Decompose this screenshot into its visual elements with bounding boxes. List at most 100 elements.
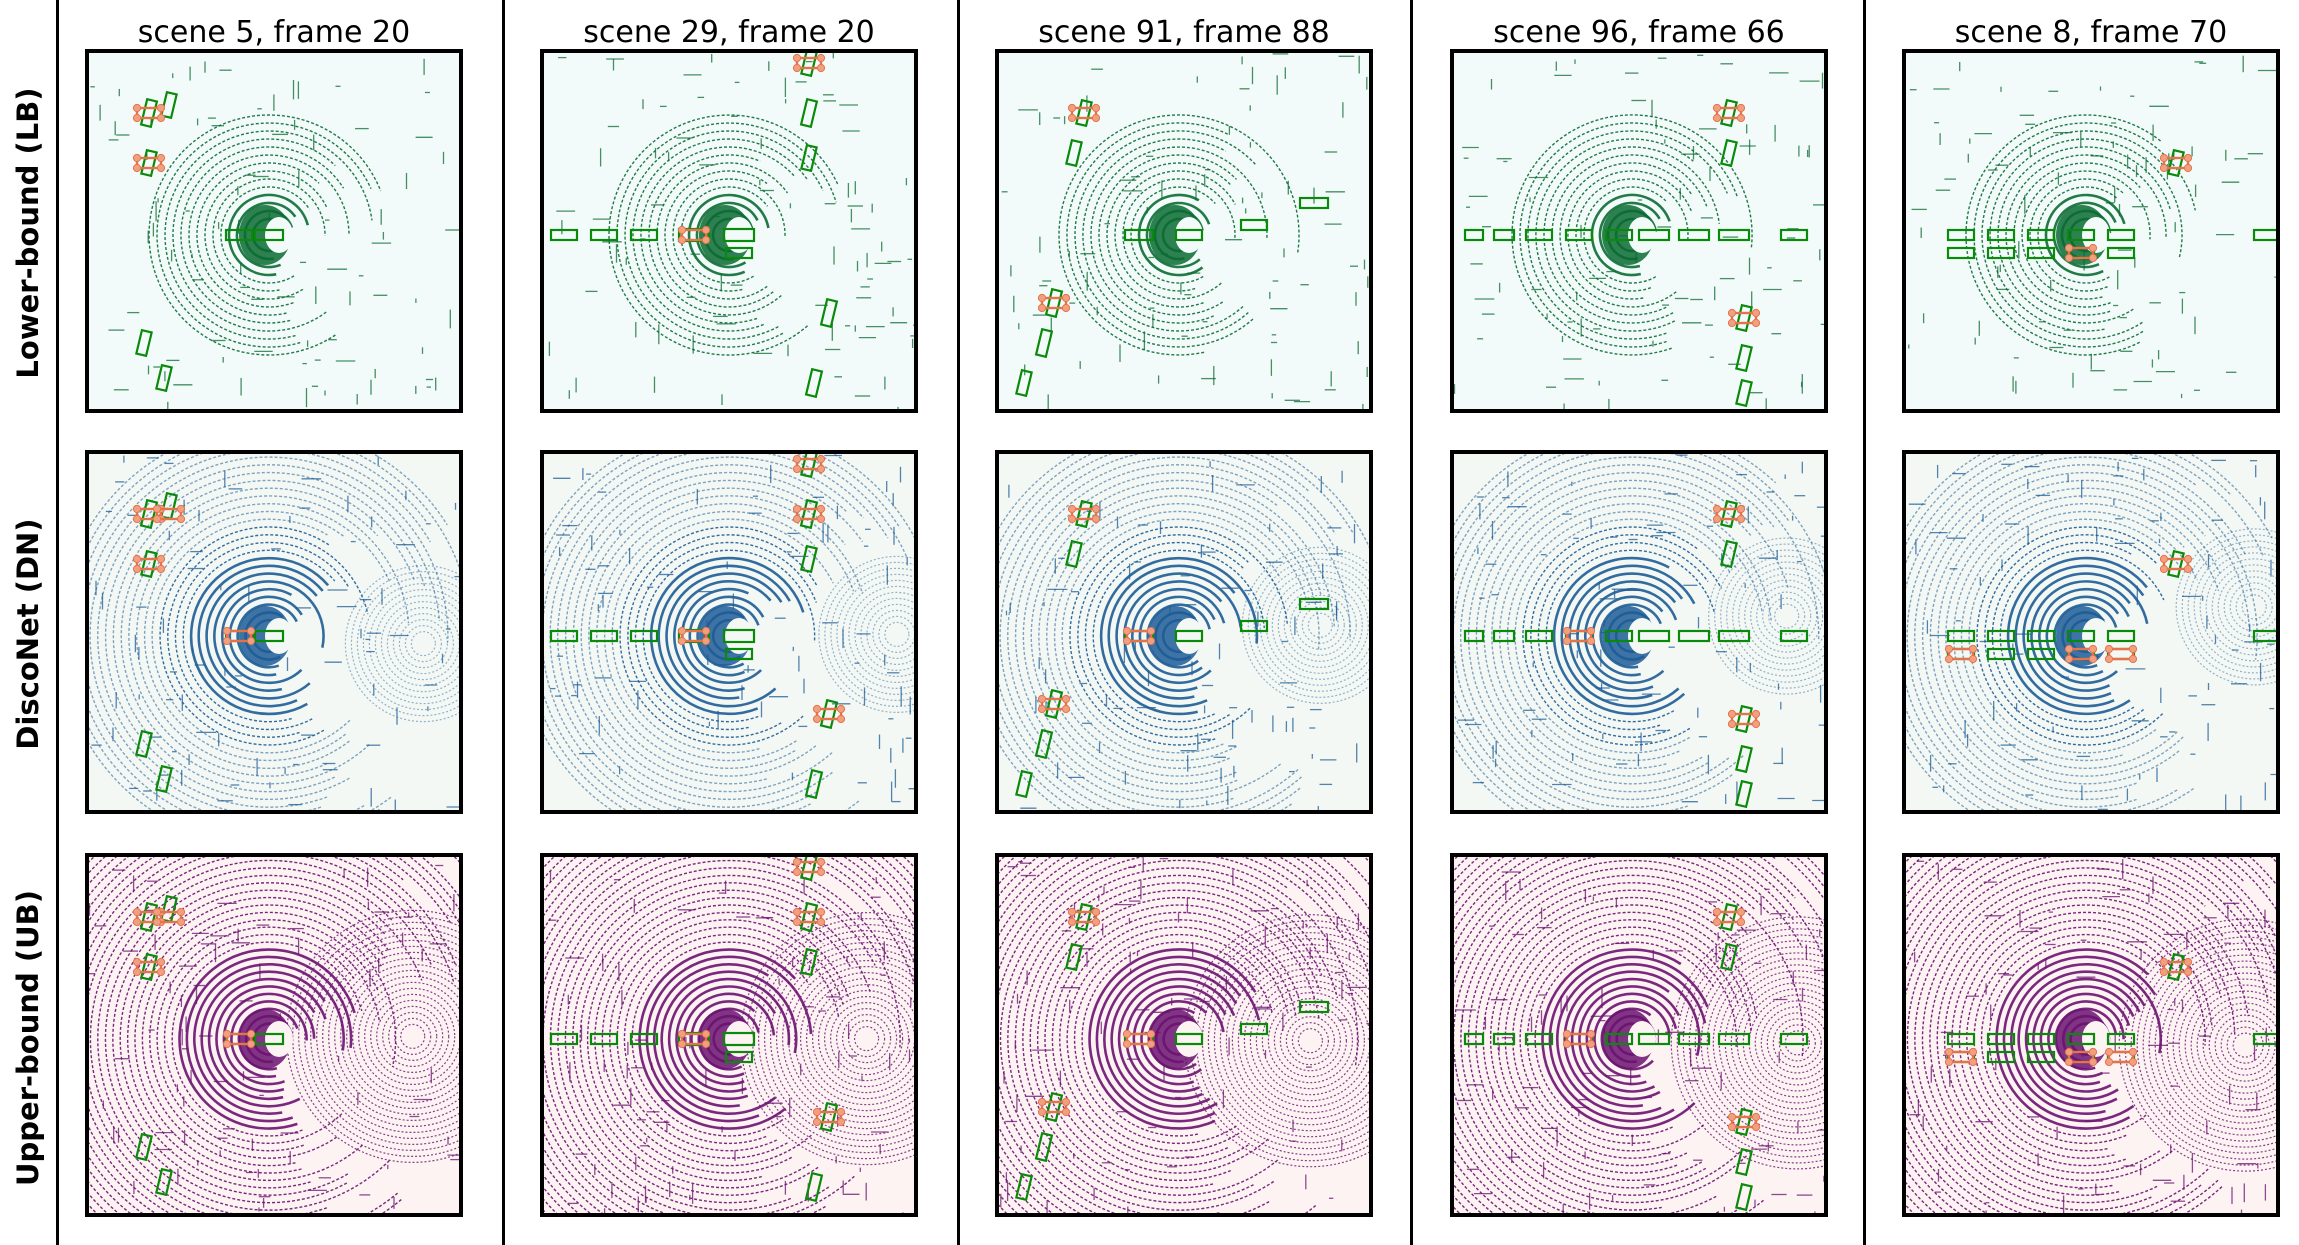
predicted-box <box>1730 1115 1758 1129</box>
scan-ring <box>1526 933 1738 1144</box>
ground-truth-box <box>1463 629 1485 643</box>
ground-truth-box <box>1735 303 1753 333</box>
predicted-box <box>2162 557 2190 571</box>
predicted-box <box>680 629 708 643</box>
predicted-box-corner <box>1122 636 1132 646</box>
agent-scan-ring <box>1706 952 1824 1134</box>
bev-panel-row1-col2 <box>540 49 918 413</box>
scan-ring <box>1467 471 1789 801</box>
predicted-box <box>155 910 183 924</box>
ground-truth-box <box>1946 246 1976 260</box>
ground-truth-box <box>1604 228 1634 242</box>
scan-ring <box>167 534 369 738</box>
predicted-box <box>1730 311 1758 325</box>
agent-scan-ring <box>358 981 459 1091</box>
predicted-box-corner <box>2104 654 2114 664</box>
column-title-scene-96: scene 96, frame 66 <box>1493 15 1785 50</box>
scan-ring <box>205 572 318 700</box>
agent-scan-ring <box>872 609 914 659</box>
ego-vehicle-notch <box>725 1021 753 1057</box>
ground-truth-box <box>1720 539 1738 569</box>
predicted-box-corner <box>1562 1029 1572 1039</box>
ground-truth-box <box>139 498 159 530</box>
predicted-box-corner <box>1727 318 1737 328</box>
ground-truth-box <box>2066 1032 2096 1046</box>
predicted-box-corner <box>1736 504 1746 514</box>
predicted-box-corner <box>1736 103 1746 113</box>
predicted-box-corner <box>2159 967 2169 977</box>
bev-panel-row2-col1 <box>85 450 463 814</box>
scan-ring <box>544 454 889 810</box>
ground-truth-box <box>1015 1172 1033 1202</box>
agent-scan-ring <box>2217 570 2276 644</box>
predicted-box-corner <box>132 967 142 977</box>
ground-truth-box <box>2252 228 2276 242</box>
scan-ring <box>1066 926 1288 1152</box>
predicted-box <box>1730 712 1758 726</box>
scan-ring <box>2032 985 2135 1093</box>
agent-scan-ring <box>854 1026 880 1052</box>
ego-vehicle-notch <box>2082 1021 2110 1057</box>
scan-ring <box>182 549 336 723</box>
predicted-box <box>2162 960 2190 974</box>
scan-ring <box>1988 941 2150 1137</box>
predicted-box <box>225 629 253 643</box>
scan-ring <box>193 962 345 1115</box>
predicted-box <box>1125 1032 1153 1046</box>
predicted-box-corner <box>2159 163 2169 173</box>
predicted-box <box>795 56 823 70</box>
scan-ring <box>603 510 816 762</box>
agent-scan-ring <box>2175 528 2276 686</box>
predicted-box-corner <box>152 514 162 524</box>
ground-truth-box <box>800 544 818 574</box>
scan-ring <box>999 857 1369 1213</box>
predicted-box <box>680 1032 708 1046</box>
predicted-box-corner <box>222 636 232 646</box>
scan-ring <box>97 867 393 1211</box>
ground-truth-box <box>135 1132 153 1162</box>
scan-ring <box>1914 464 2258 808</box>
scan-ring <box>1960 510 2198 762</box>
agent-scan-ring <box>2136 936 2276 1154</box>
scan-ring <box>1115 572 1243 700</box>
point-cloud-plot <box>999 857 1369 1213</box>
scan-ring <box>2010 963 2163 1115</box>
scan-ring <box>2047 1000 2125 1078</box>
predicted-box <box>1715 106 1743 120</box>
scan-ring <box>2006 556 2148 716</box>
scan-ring <box>1506 510 1737 762</box>
ground-truth-box <box>1735 378 1753 408</box>
agent-scan-ring <box>758 930 914 1148</box>
ground-truth-box <box>800 53 818 78</box>
agent-scan-ring <box>824 561 914 707</box>
agent-scan-ring <box>368 589 459 699</box>
ground-truth-box <box>1239 218 1269 232</box>
ground-truth-box <box>1492 629 1516 643</box>
agent-scan-ring <box>362 583 459 705</box>
agent-scan-ring <box>878 615 914 653</box>
column-title-scene-91: scene 91, frame 88 <box>1038 15 1330 50</box>
predicted-box-corner <box>1037 704 1047 714</box>
predicted-box-corner <box>1968 644 1978 654</box>
scan-ring <box>236 603 298 669</box>
scan-ring <box>1991 541 2145 731</box>
ground-truth-box <box>589 228 619 242</box>
predicted-box-corner <box>816 504 826 514</box>
predicted-box-corner <box>1061 694 1071 704</box>
predicted-box-corner <box>132 564 142 574</box>
predicted-box <box>815 707 843 721</box>
predicted-box-corner <box>1061 704 1071 714</box>
agent-scan-ring <box>322 945 459 1127</box>
scan-ring <box>544 857 914 1213</box>
agent-scan-ring <box>328 951 459 1121</box>
agent-scan-ring <box>304 927 459 1145</box>
predicted-box-corner <box>1146 1029 1156 1039</box>
predicted-box-corner <box>156 113 166 123</box>
scan-ring <box>156 122 372 348</box>
scan-ring <box>675 985 777 1093</box>
point-cloud-plot <box>544 454 914 810</box>
ground-truth-box <box>799 498 819 530</box>
scan-ring <box>197 564 324 708</box>
scan-ring <box>143 510 347 762</box>
predicted-box-corner <box>1736 907 1746 917</box>
